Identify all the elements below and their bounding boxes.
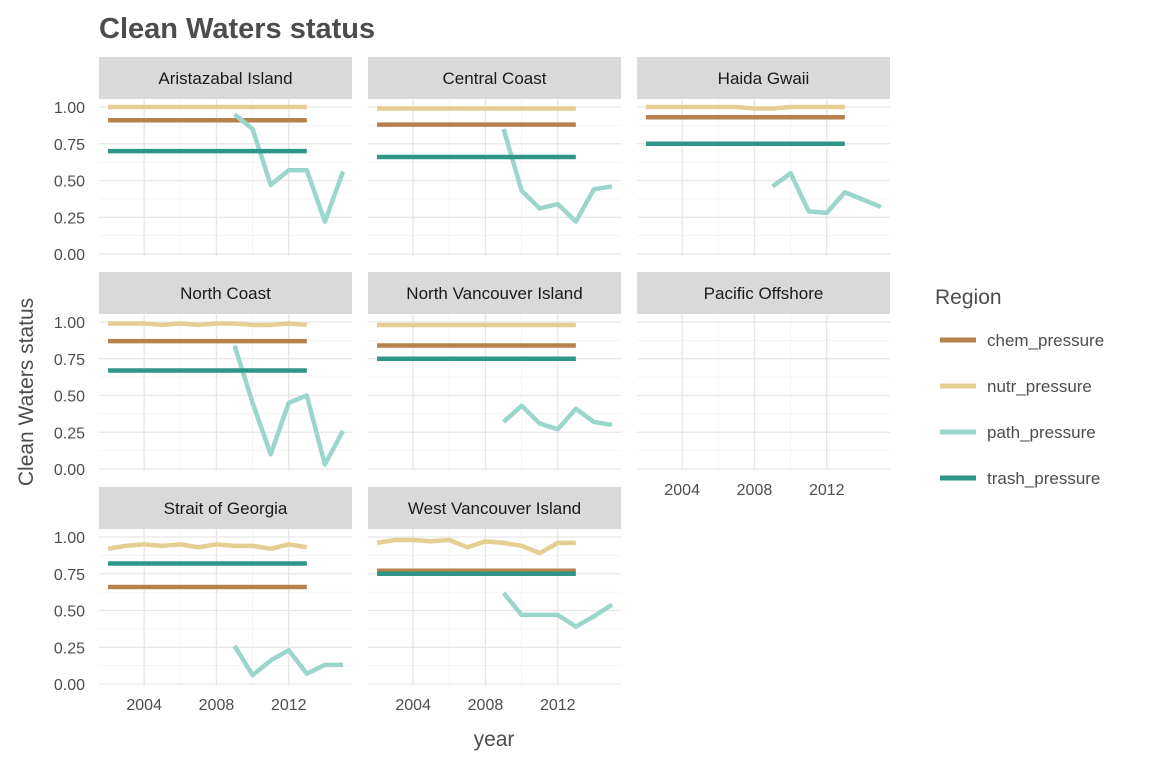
- y-tick-label: 0.25: [54, 210, 85, 227]
- series-line-path-pressure: [771, 170, 882, 216]
- strip-north-vancouver-island: [368, 272, 621, 314]
- strip-label: Haida Gwaii: [718, 69, 810, 88]
- x-tick-label: 2008: [468, 697, 504, 714]
- panel-north-vancouver-island: North Vancouver Island: [368, 272, 621, 471]
- legend-label-trash-pressure: trash_pressure: [987, 469, 1100, 488]
- strip-label: Strait of Georgia: [164, 499, 288, 518]
- y-tick-label: 1.00: [54, 100, 85, 117]
- legend-label-path-pressure: path_pressure: [987, 423, 1096, 442]
- y-tick-label: 0.75: [54, 352, 85, 369]
- chart-title: Clean Waters status: [99, 13, 375, 45]
- y-tick-label: 0.50: [54, 604, 85, 621]
- y-tick-label: 0.75: [54, 567, 85, 584]
- facet-panels: Aristazabal Island 0.00 0.25 0.50 0.75 1.00 Ce…: [54, 57, 890, 714]
- strip-pacific-offshore: [637, 272, 890, 314]
- series-line-path-pressure: [233, 112, 346, 224]
- series-line-path-pressure: [501, 591, 614, 629]
- x-axis-title: year: [474, 728, 515, 751]
- strip-label: North Vancouver Island: [406, 284, 582, 303]
- strip-label: Aristazabal Island: [158, 69, 292, 88]
- strip-west-vancouver-island: [368, 487, 621, 529]
- y-tick-label: 1.00: [54, 530, 85, 547]
- strip-aristazabal-island: [99, 57, 352, 99]
- y-tick-label: 1.00: [54, 315, 85, 332]
- y-tick-label: 0.00: [54, 462, 85, 479]
- strip-central-coast: [368, 57, 621, 99]
- series-line-nutr-pressure: [646, 104, 845, 111]
- series-line-nutr-pressure: [108, 321, 308, 328]
- strip-strait-of-georgia: [99, 487, 352, 529]
- panel-aristazabal-island: Aristazabal Island 0.00 0.25 0.50 0.75 1.00: [54, 57, 352, 264]
- x-tick-label: 2012: [809, 482, 845, 499]
- y-tick-label: 0.75: [54, 137, 85, 154]
- series-line-path-pressure: [232, 644, 343, 678]
- y-tick-label: 0.00: [54, 677, 85, 694]
- strip-label: Central Coast: [443, 69, 547, 88]
- strip-north-coast: [99, 272, 352, 314]
- x-tick-label: 2004: [395, 697, 431, 714]
- series-line-nutr-pressure: [376, 537, 576, 556]
- strip-label: West Vancouver Island: [408, 499, 581, 518]
- series-line-nutr-pressure: [107, 542, 308, 552]
- x-tick-label: 2004: [126, 697, 162, 714]
- panel-strait-of-georgia: Strait of Georgia 0.00 0.25 0.50 0.75 1.00 200…: [54, 487, 352, 714]
- strip-label: North Coast: [180, 284, 271, 303]
- panel-west-vancouver-island: West Vancouver Island 2004 2008 2012: [368, 487, 621, 714]
- legend-label-nutr-pressure: nutr_pressure: [987, 377, 1092, 396]
- strip-haida-gwaii: [637, 57, 890, 99]
- y-tick-label: 0.25: [54, 640, 85, 657]
- y-tick-label: 0.00: [54, 247, 85, 264]
- legend-title: Region: [935, 286, 1002, 309]
- legend: Region chem_pressure nutr_pressure path_pr…: [935, 286, 1104, 488]
- panel-north-coast: North Coast 0.00 0.25 0.50 0.75 1.00: [54, 272, 352, 479]
- y-tick-label: 0.50: [54, 174, 85, 191]
- panel-central-coast: Central Coast: [368, 57, 621, 256]
- x-tick-label: 2004: [664, 482, 700, 499]
- strip-label: Pacific Offshore: [704, 284, 824, 303]
- legend-label-chem-pressure: chem_pressure: [987, 331, 1104, 350]
- y-axis-title: Clean Waters status: [15, 298, 38, 486]
- panel-haida-gwaii: Haida Gwaii: [637, 57, 890, 256]
- y-tick-label: 0.50: [54, 389, 85, 406]
- series-line-path-pressure: [502, 403, 613, 432]
- series-line-path-pressure: [232, 344, 345, 467]
- x-tick-label: 2008: [737, 482, 773, 499]
- x-tick-label: 2008: [199, 697, 235, 714]
- x-tick-label: 2012: [271, 697, 307, 714]
- series-line-path-pressure: [501, 128, 613, 224]
- x-tick-label: 2012: [540, 697, 576, 714]
- y-tick-label: 0.25: [54, 425, 85, 442]
- panel-pacific-offshore: Pacific Offshore 2004 2008 2012: [637, 272, 890, 499]
